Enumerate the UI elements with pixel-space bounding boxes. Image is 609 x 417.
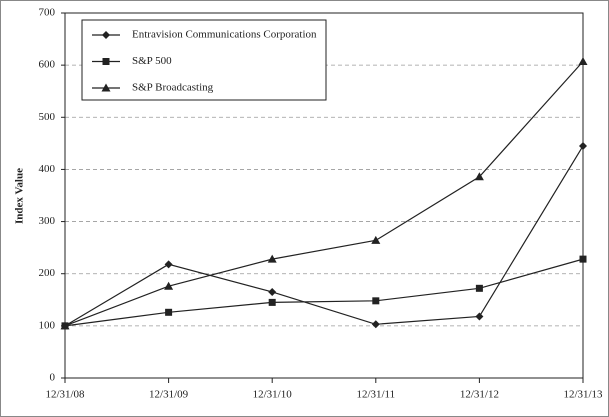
series-line bbox=[64, 61, 584, 327]
legend-label: Entravision Communications Corporation bbox=[132, 29, 317, 41]
x-tick-label: 12/31/11 bbox=[356, 389, 395, 401]
x-tick-label: 12/31/13 bbox=[563, 389, 603, 401]
x-tick-label: 12/31/09 bbox=[149, 389, 189, 401]
y-tick-label: 600 bbox=[39, 59, 56, 71]
y-tick-label: 200 bbox=[39, 267, 56, 279]
legend-box bbox=[81, 19, 327, 101]
plot-frame bbox=[64, 12, 584, 379]
point bbox=[164, 260, 173, 269]
point bbox=[268, 287, 277, 296]
point bbox=[371, 320, 380, 329]
point bbox=[60, 321, 70, 330]
y-tick-label: 500 bbox=[39, 111, 56, 123]
legend-label: S&P 500 bbox=[132, 55, 172, 67]
x-tick-label: 12/31/12 bbox=[460, 389, 499, 401]
point bbox=[579, 141, 587, 150]
point bbox=[475, 312, 484, 321]
y-tick-label: 0 bbox=[50, 372, 56, 384]
x-tick-label: 12/31/10 bbox=[253, 389, 293, 401]
point bbox=[102, 31, 110, 39]
point bbox=[372, 297, 380, 305]
legend-label: S&P Broadcasting bbox=[132, 82, 214, 94]
x-tick-label: 12/31/08 bbox=[45, 389, 85, 401]
point bbox=[474, 172, 484, 181]
point bbox=[101, 83, 111, 92]
series-line bbox=[64, 258, 584, 327]
point bbox=[164, 281, 174, 290]
y-tick-label: 400 bbox=[39, 163, 56, 175]
point bbox=[371, 235, 381, 244]
point bbox=[102, 58, 110, 65]
series-line bbox=[64, 145, 584, 327]
point bbox=[579, 255, 587, 263]
point bbox=[578, 56, 588, 65]
y-axis-label: Index Value bbox=[14, 168, 26, 224]
point bbox=[267, 254, 277, 263]
point bbox=[475, 284, 483, 292]
y-tick-label: 100 bbox=[39, 319, 56, 331]
y-tick-label: 700 bbox=[39, 7, 56, 19]
point bbox=[268, 298, 276, 306]
y-tick-label: 300 bbox=[39, 215, 56, 227]
point bbox=[165, 308, 173, 316]
